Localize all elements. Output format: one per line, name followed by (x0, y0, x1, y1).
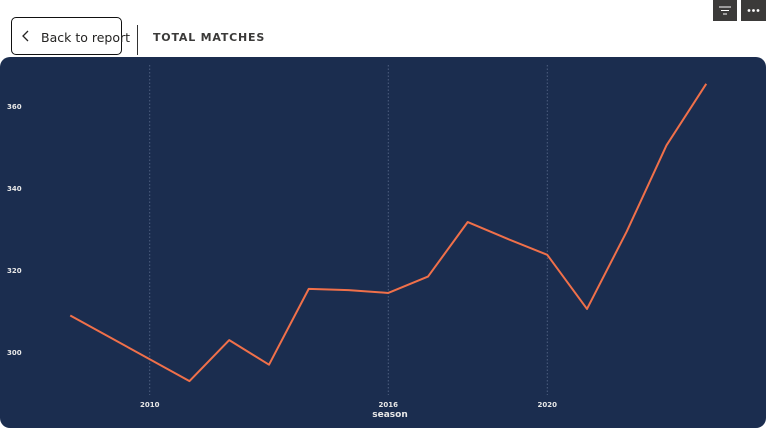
header-divider (137, 25, 138, 55)
more-options-icon (747, 9, 760, 12)
x-tick-label: 2020 (538, 401, 558, 409)
filter-icon (719, 6, 731, 15)
chevron-left-icon (22, 30, 29, 42)
line-chart: 2010 2016 2020 360 340 320 300 season (7, 65, 708, 420)
x-tick-label: 2010 (140, 401, 160, 409)
series-line (69, 83, 708, 383)
y-tick-label: 340 (7, 185, 22, 193)
chart-card: 2010 2016 2020 360 340 320 300 season (0, 57, 766, 428)
x-axis-title: season (372, 410, 407, 420)
x-tick-label: 2016 (379, 401, 399, 409)
more-options-button[interactable] (741, 0, 766, 21)
back-to-report-label: Back to report (41, 30, 131, 45)
y-tick-label: 300 (7, 349, 22, 357)
filter-button[interactable] (713, 0, 737, 21)
y-tick-label: 320 (7, 267, 22, 275)
y-tick-label: 360 (7, 103, 22, 111)
page-title: TOTAL MATCHES (153, 31, 266, 44)
back-to-report-button[interactable]: Back to report (11, 17, 130, 55)
